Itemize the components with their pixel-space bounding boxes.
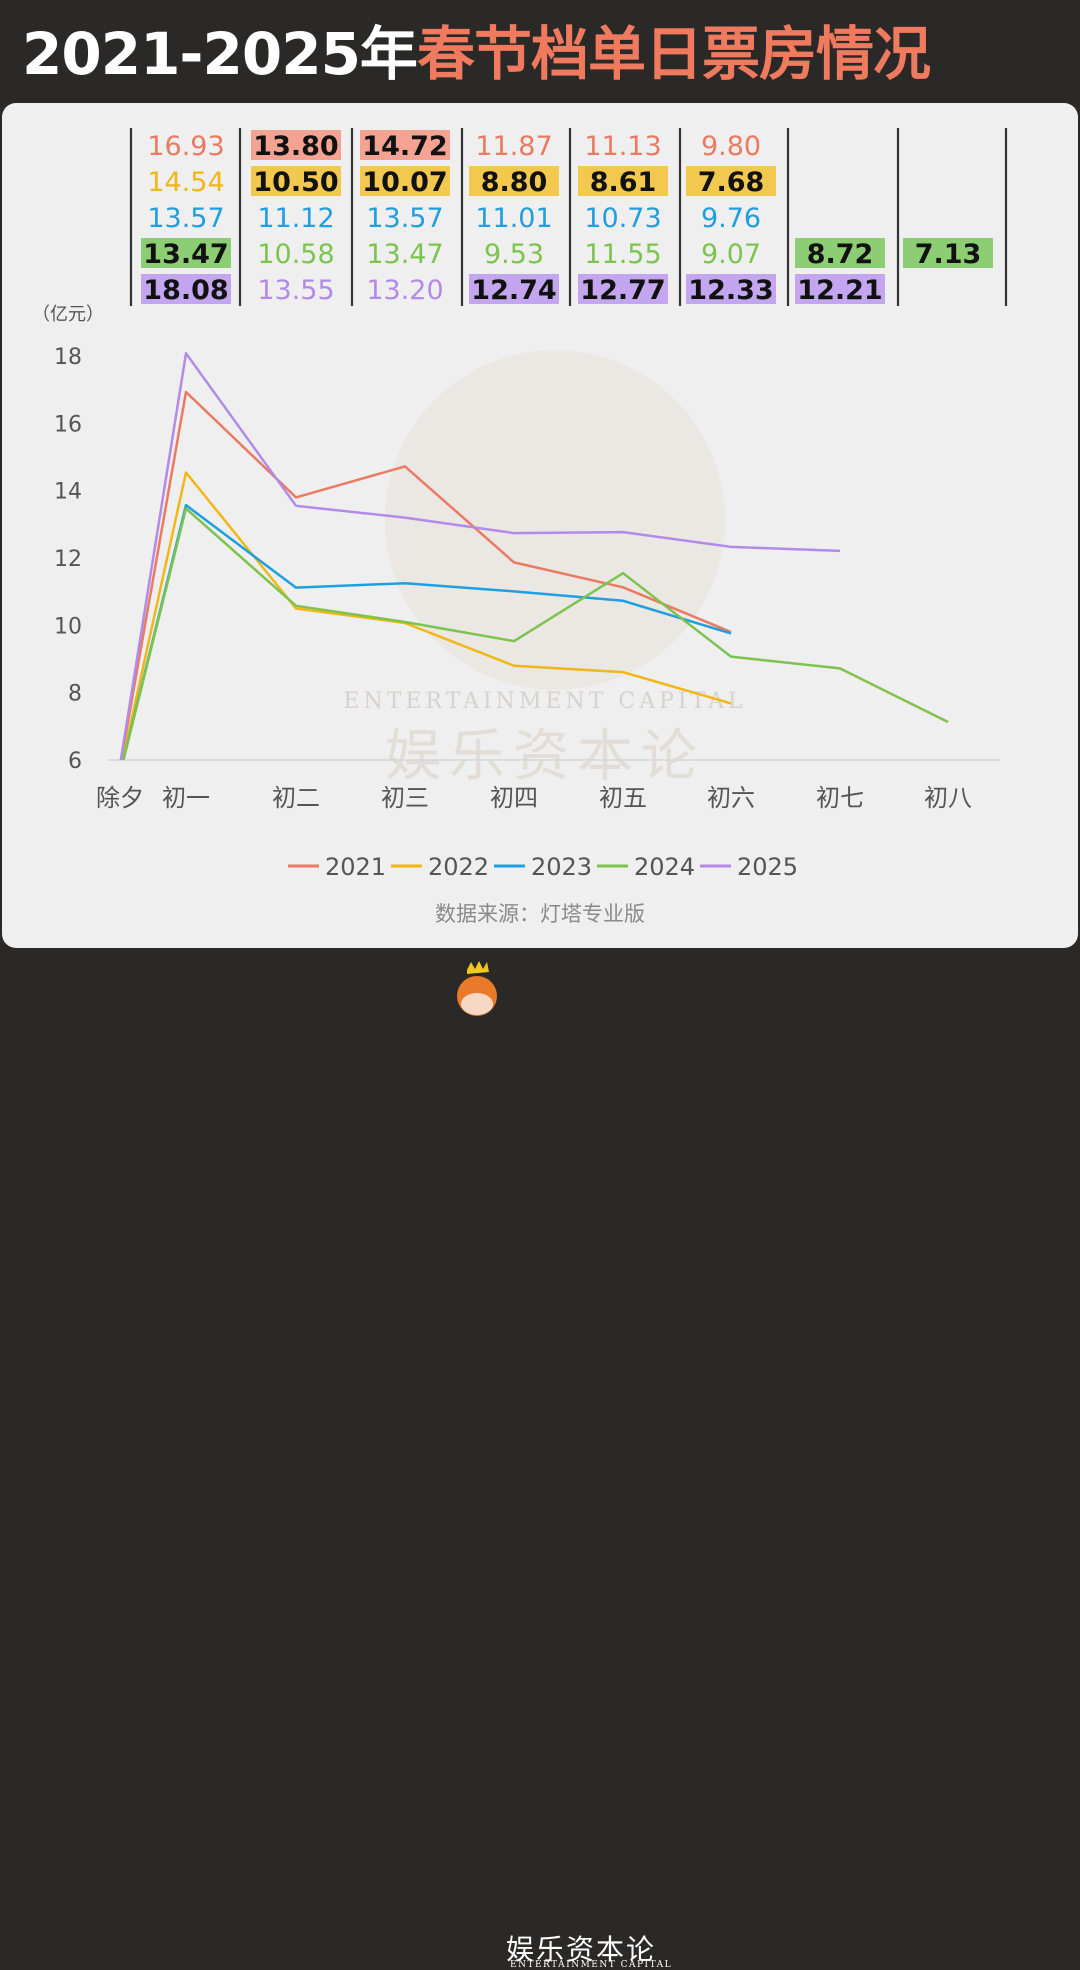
table-cell-2023: 9.76 (701, 203, 761, 234)
legend-label-2021: 2021 (325, 853, 386, 881)
table-cell-2021: 14.72 (362, 131, 447, 162)
table-cell-2024: 7.13 (915, 239, 982, 270)
legend-label-2022: 2022 (428, 853, 489, 881)
table-cell-2025: 12.21 (797, 275, 882, 306)
table-cell-2025: 13.55 (257, 275, 334, 306)
legend-label-2023: 2023 (531, 853, 592, 881)
y-tick-label: 8 (68, 682, 82, 707)
table-cell-2025: 12.77 (580, 275, 665, 306)
table-cell-2022: 8.80 (481, 167, 548, 198)
value-table: 16.93 13.80 14.72 11.87 11.13 9.80 14.54 10.50 1… (131, 128, 1006, 306)
line-chart: ENTERTAINMENT CAPITAL 娱乐资本论 16.93 13.80 14… (0, 0, 1080, 950)
table-cell-2025: 12.33 (688, 275, 773, 306)
legend: 2021 2022 2023 2024 2025 (288, 853, 798, 881)
y-tick-label: 12 (54, 547, 82, 572)
table-cell-2024: 13.47 (366, 239, 443, 270)
y-axis-unit: （亿元） (32, 304, 104, 325)
x-tick-label: 初五 (599, 784, 647, 812)
legend-label-2024: 2024 (634, 853, 695, 881)
watermark-mascot-icon (385, 350, 725, 690)
table-cell-2021: 11.87 (475, 131, 552, 162)
table-cell-2024: 10.58 (257, 239, 334, 270)
footer-logo-en: ENTERTAINMENT CAPITAL (510, 1960, 672, 1970)
table-cell-2023: 10.73 (584, 203, 661, 234)
legend-label-2025: 2025 (737, 853, 798, 881)
y-tick-label: 16 (54, 412, 82, 437)
table-cell-2024: 11.55 (584, 239, 661, 270)
data-source: 数据来源：灯塔专业版 (435, 902, 645, 926)
table-cell-2025: 13.20 (366, 275, 443, 306)
x-tick-label: 初一 (162, 784, 210, 812)
watermark-en: ENTERTAINMENT CAPITAL (343, 689, 746, 714)
y-tick-label: 14 (54, 480, 82, 505)
x-tick-label: 初三 (381, 784, 429, 812)
table-cell-2024: 8.72 (807, 239, 874, 270)
y-axis: 6 8 10 12 14 16 18 (54, 345, 82, 774)
x-tick-label: 初七 (816, 784, 864, 812)
x-axis: 除夕初一 初二 初三 初四 初五 初六 初七 初八 (96, 784, 972, 812)
mascot-logo-icon (445, 960, 505, 1020)
table-cell-2025: 18.08 (143, 275, 228, 306)
table-cell-2023: 13.57 (147, 203, 224, 234)
table-cell-2023: 13.57 (366, 203, 443, 234)
table-cell-2022: 10.07 (362, 167, 447, 198)
table-cell-2022: 14.54 (147, 167, 224, 198)
table-cell-2021: 13.80 (253, 131, 338, 162)
x-tick-label: 初八 (924, 784, 972, 812)
x-tick-label: 初六 (707, 784, 755, 812)
table-cell-2021: 11.13 (584, 131, 661, 162)
table-cell-2024: 9.53 (484, 239, 544, 270)
x-tick-label: 初四 (490, 784, 538, 812)
table-cell-2022: 10.50 (253, 167, 338, 198)
table-cell-2024: 13.47 (143, 239, 228, 270)
y-tick-label: 10 (54, 614, 82, 639)
table-cell-2022: 7.68 (698, 167, 765, 198)
table-cell-2022: 8.61 (590, 167, 657, 198)
y-tick-label: 18 (54, 345, 82, 370)
x-tick-label: 除夕 (96, 784, 144, 812)
table-cell-2024: 9.07 (701, 239, 761, 270)
table-cell-2021: 16.93 (147, 131, 224, 162)
x-tick-label: 初二 (272, 784, 320, 812)
footer: 娱乐资本论 ENTERTAINMENT CAPITAL (0, 950, 1080, 1040)
table-cell-2023: 11.12 (257, 203, 334, 234)
watermark-cn: 娱乐资本论 (385, 724, 705, 789)
table-cell-2023: 11.01 (475, 203, 552, 234)
y-tick-label: 6 (68, 749, 82, 774)
table-cell-2021: 9.80 (701, 131, 761, 162)
table-cell-2025: 12.74 (471, 275, 556, 306)
